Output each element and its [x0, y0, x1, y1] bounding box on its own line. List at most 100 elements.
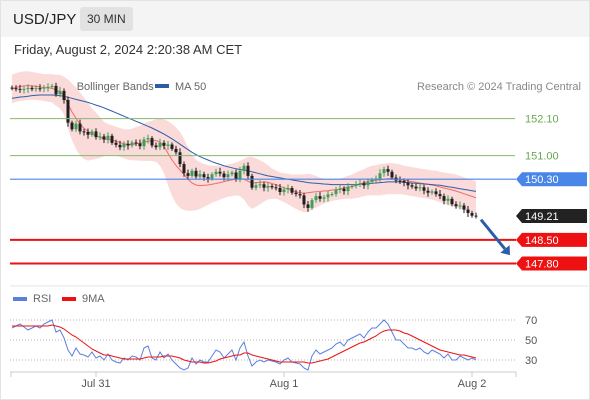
candle-body [326, 194, 330, 198]
candle-body [238, 170, 242, 180]
candle-body [66, 100, 70, 123]
candle-body [338, 188, 342, 190]
candle-body [150, 138, 154, 146]
candle-body [246, 165, 250, 176]
candle-body [290, 188, 294, 193]
candle-body [386, 169, 390, 172]
candle-body [30, 87, 34, 90]
level-label-resistance-1: 151.00 [525, 151, 559, 163]
level-badge-pivot [516, 172, 587, 187]
chart-header: USD/JPY 30 MIN [1, 1, 589, 37]
candle-body [470, 213, 474, 216]
candle-body [262, 184, 266, 188]
candle-body [134, 142, 138, 144]
candle-body [426, 190, 430, 193]
candle-body [346, 186, 350, 192]
candle-body [206, 177, 210, 179]
candle-body [214, 171, 218, 175]
candle-body [166, 144, 170, 146]
candle-body [430, 191, 434, 193]
candle-body [342, 188, 346, 192]
candle-body [222, 173, 226, 178]
candle-body [58, 90, 62, 95]
candle-body [178, 152, 182, 165]
candle-body [390, 171, 394, 178]
candle-body [210, 174, 214, 179]
candle-body [282, 189, 286, 193]
candle-body [26, 87, 30, 89]
candle-body [190, 170, 194, 176]
candle-body [110, 135, 114, 143]
candle-body [202, 174, 206, 178]
candle-body [302, 195, 306, 205]
candle-body [258, 184, 262, 186]
candle-body [78, 123, 82, 132]
x-axis: Jul 31 Aug 1 Aug 2 [10, 371, 517, 390]
candle-body [54, 85, 58, 95]
candle-body [270, 186, 274, 188]
rsi-tick-label: 70 [525, 315, 537, 327]
candle-body [42, 87, 46, 89]
candle-body [434, 191, 438, 195]
candle-body [174, 148, 178, 153]
rsi-legend: RSI 9MA [13, 293, 105, 305]
timeframe-button[interactable]: 30 MIN [80, 7, 133, 31]
candle-body [138, 143, 142, 147]
candle-body [254, 185, 258, 188]
legend-label-rsi: RSI [33, 293, 51, 305]
candle-body [466, 209, 470, 213]
level-badge-support-2 [516, 256, 587, 271]
candle-body [366, 181, 370, 186]
candle-body [438, 194, 442, 197]
level-label-support-1: 148.50 [525, 235, 559, 247]
candle-body [82, 131, 86, 133]
candle-body [114, 142, 118, 145]
candle-body [74, 123, 78, 130]
forecast-arrow [479, 218, 510, 256]
candle-body [34, 88, 38, 90]
candle-body [442, 196, 446, 201]
candle-body [298, 194, 302, 196]
candle-body [402, 180, 406, 183]
candle-body [422, 187, 426, 191]
candle-body [274, 187, 278, 189]
candle-body [118, 144, 122, 148]
candle-body [398, 180, 402, 182]
candle-body [354, 184, 358, 186]
candle-body [170, 144, 174, 149]
legend-swatch-ma50 [155, 84, 169, 88]
x-axis-tick-label: Aug 2 [458, 378, 487, 390]
candle-body [198, 174, 202, 177]
candle-body [306, 204, 310, 208]
bollinger-band [12, 71, 476, 215]
rsi-tick-label: 50 [525, 335, 537, 347]
candle-body [334, 190, 338, 194]
candle-body [474, 215, 478, 217]
candle-body [142, 139, 146, 147]
candle-body [86, 132, 90, 135]
candle-body [98, 136, 102, 138]
candle-body [230, 172, 234, 175]
candle-body [318, 196, 322, 199]
candle-body [378, 173, 382, 179]
level-label-last-price: 149.21 [525, 211, 559, 223]
candle-body [10, 87, 14, 89]
forecast-arrow-head [500, 245, 510, 256]
candle-body [130, 142, 134, 146]
candle-body [294, 192, 298, 194]
level-label-support-2: 147.80 [525, 259, 559, 271]
candle-body [218, 171, 222, 174]
candle-body [242, 165, 246, 171]
symbol-title: USD/JPY [13, 11, 77, 28]
candle-body [418, 187, 422, 189]
candle-body [122, 143, 126, 148]
legend-label-ma50: MA 50 [175, 81, 206, 93]
candle-body [446, 198, 450, 201]
legend-swatch-rsi [13, 297, 27, 301]
candle-body [450, 198, 454, 205]
candle-body [46, 86, 50, 88]
candle-body [414, 186, 418, 189]
x-axis-tick-label: Jul 31 [81, 378, 110, 390]
candle-body [158, 142, 162, 148]
